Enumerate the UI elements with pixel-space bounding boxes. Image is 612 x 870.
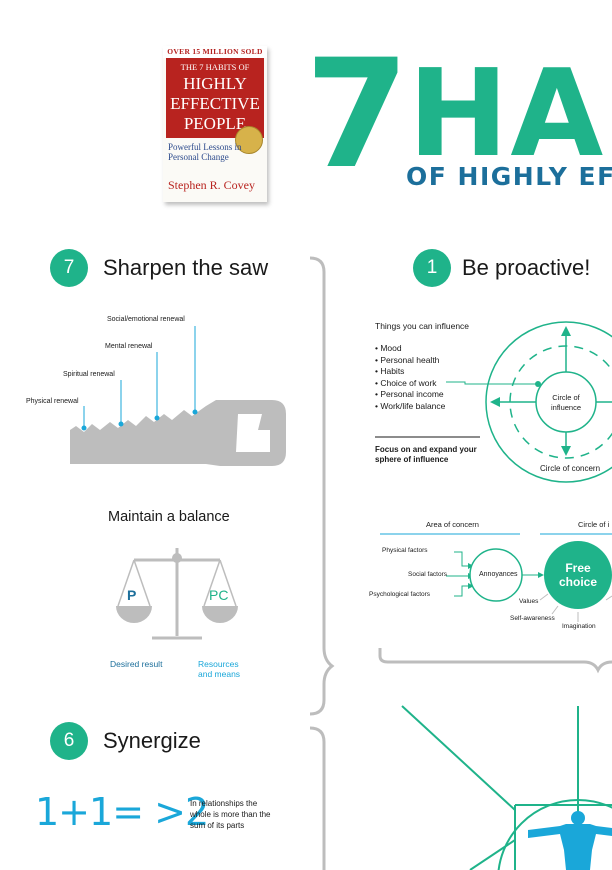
brace-habit1-bottom xyxy=(378,648,612,674)
label-physical-renewal: Physical renewal xyxy=(26,398,79,405)
label-social-renewal: Social/emotional renewal xyxy=(107,316,185,323)
book-title-line1: THE 7 HABITS OF xyxy=(180,62,250,72)
factor-arrows xyxy=(446,551,470,597)
circle-of-concern xyxy=(485,321,612,483)
social-dot xyxy=(192,409,198,415)
focus-line-1: Focus on and expand your xyxy=(375,445,477,454)
influence-connector xyxy=(446,381,536,385)
influence-connector-dot xyxy=(535,381,541,387)
trait-arrows xyxy=(539,593,612,622)
synergy-text-1: In relationships the xyxy=(190,799,258,808)
spiritual-dot xyxy=(118,421,124,427)
label-mental-renewal: Mental renewal xyxy=(105,343,153,350)
balance-title: Maintain a balance xyxy=(108,509,230,525)
synergy-equation: 1+1= >2 xyxy=(35,790,209,834)
habit-1-badge: 1 xyxy=(413,249,451,287)
award-seal-icon xyxy=(235,126,263,154)
trait-self-awareness: Self-awareness xyxy=(510,615,555,622)
focus-line-2: sphere of influence xyxy=(375,455,449,464)
trait-imagination: Imagination xyxy=(562,623,596,630)
annoyances-label: Annoyances xyxy=(479,571,518,578)
scale-pan-left xyxy=(116,606,152,623)
factor-psychological: Psychological factors xyxy=(369,591,431,598)
book-subtitle: Powerful Lessons in Personal Change xyxy=(168,142,242,162)
human-figure-icon xyxy=(528,811,612,870)
saw-icon xyxy=(70,400,286,466)
influence-item: • Habits xyxy=(375,366,405,377)
title-word: HABITS xyxy=(408,45,612,184)
influence-item: • Choice of work xyxy=(375,377,437,388)
habit-7-title: Sharpen the saw xyxy=(103,255,269,280)
factor-physical: Physical factors xyxy=(382,547,428,554)
area-of-concern-label: Area of concern xyxy=(426,520,479,529)
book-cover: OVER 15 MILLION SOLD THE 7 HABITS OF HIG… xyxy=(163,46,267,202)
book-title-line3: EFFECTIVE xyxy=(170,94,260,113)
mental-dot xyxy=(154,415,160,421)
habit-6-badge: 6 xyxy=(50,722,88,760)
synergy-text-2: whole is more than the xyxy=(190,810,271,819)
habit-7-badge: 7 xyxy=(50,249,88,287)
influence-item: • Mood xyxy=(375,343,402,353)
book-title-line4: PEOPLE xyxy=(183,114,247,133)
circle-concern-label: Circle of concern xyxy=(540,464,601,473)
pan-label-p: P xyxy=(127,587,137,603)
free-choice-label-2: choice xyxy=(558,575,597,589)
physical-dot xyxy=(81,425,87,431)
book-title-panel: THE 7 HABITS OF HIGHLY EFFECTIVE PEOPLE xyxy=(166,58,264,138)
free-choice-label-1: Free xyxy=(565,561,591,575)
scale-pivot xyxy=(172,553,182,563)
brace-habit6 xyxy=(309,726,326,870)
synergy-text-3: sum of its parts xyxy=(190,821,245,830)
influence-list: • Mood • Personal health • Habits • Choi… xyxy=(375,343,445,413)
brace-right-of-habit7 xyxy=(309,256,335,716)
influence-item: • Work/life balance xyxy=(375,400,446,411)
resources-label-1: Resources xyxy=(198,659,239,669)
book-author: Stephen R. Covey xyxy=(168,178,255,192)
habit-1-title: Be proactive! xyxy=(462,255,591,280)
title-number: 7 xyxy=(305,28,409,202)
label-spiritual-renewal: Spiritual renewal xyxy=(63,371,115,378)
scale-pan-right xyxy=(202,606,238,623)
circle-influence-label-1: Circle of xyxy=(552,393,580,402)
influence-item: • Personal income xyxy=(375,389,444,400)
circle-of-influence xyxy=(535,371,597,433)
resources-label-2: and means xyxy=(198,669,241,679)
factor-social: Social factors xyxy=(408,571,448,578)
free-choice-circle xyxy=(544,541,612,609)
pan-label-pc: PC xyxy=(209,587,229,603)
habit-6-title: Synergize xyxy=(103,728,201,753)
trait-values: Values xyxy=(519,598,539,605)
influence-title: Things you can influence xyxy=(375,321,470,331)
circle-of-i-label: Circle of i xyxy=(578,520,610,529)
circle-influence-label-2: influence xyxy=(550,403,582,412)
expand-arrows-icon xyxy=(490,326,612,456)
book-banner: OVER 15 MILLION SOLD xyxy=(163,46,267,58)
influence-item: • Personal health xyxy=(375,354,440,365)
desired-result-label: Desired result xyxy=(110,659,163,669)
title-subtitle: OF HIGHLY EFFECTIVE PEOPLE xyxy=(406,162,612,191)
book-title-line2: HIGHLY xyxy=(183,74,247,93)
annoyances-arrowhead xyxy=(538,572,544,578)
